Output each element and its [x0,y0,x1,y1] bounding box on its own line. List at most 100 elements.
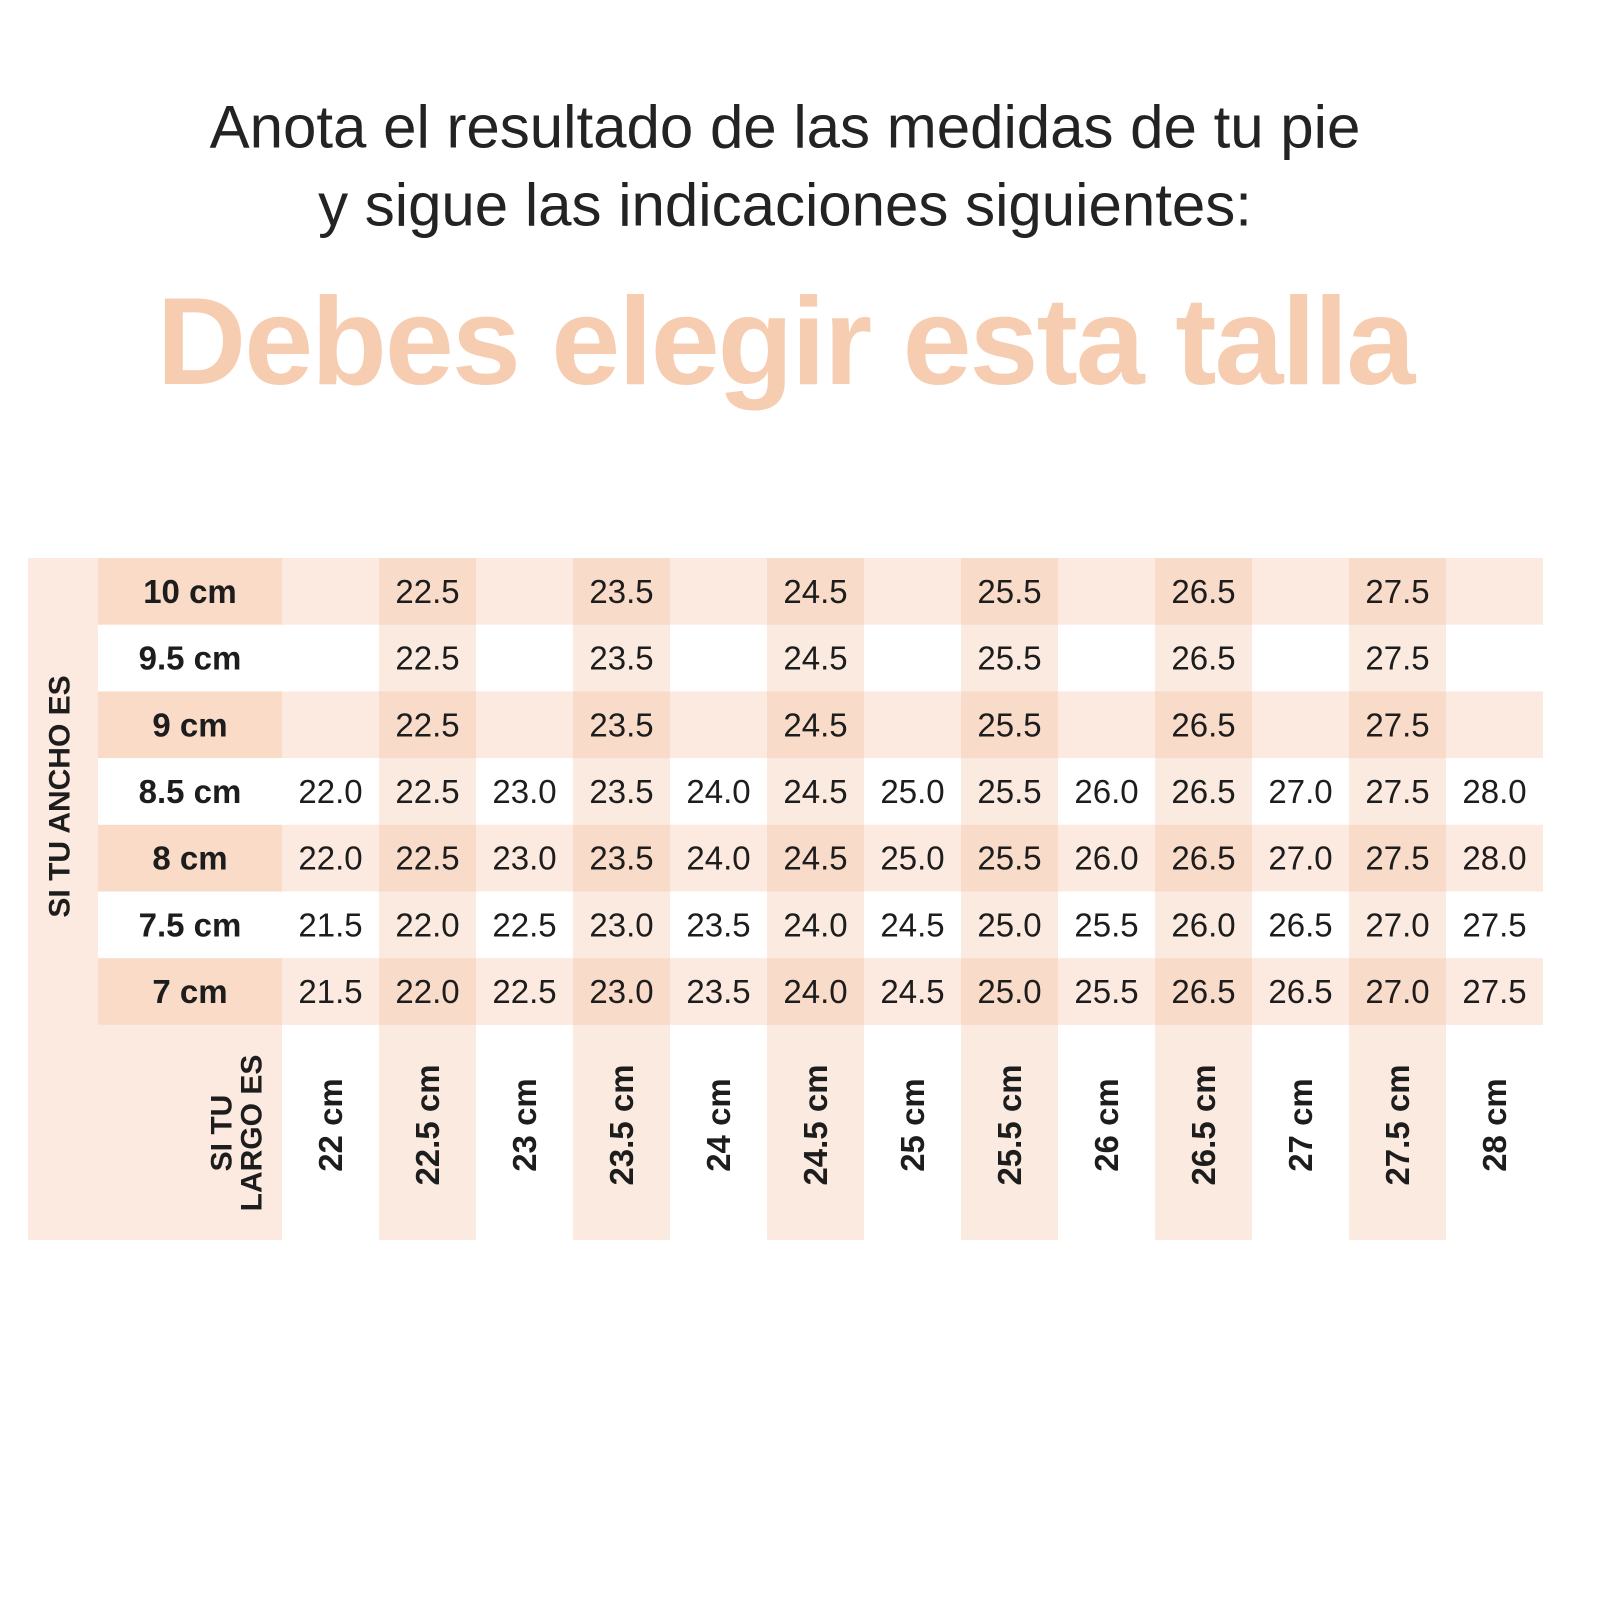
column-label: 22 cm [312,1078,349,1172]
row-label-band [98,824,282,892]
row-band [282,958,1543,1025]
column-label: 23.5 cm [603,1064,640,1185]
row-band [282,691,1543,759]
size-cell: 22.0 [298,773,362,810]
size-cell: 27.5 [1462,906,1526,943]
size-cell: 27.5 [1365,773,1429,810]
column-band [767,558,864,1240]
size-cell: 23.5 [686,906,750,943]
size-cell: 22.0 [395,973,459,1010]
size-cell: 26.5 [1268,906,1332,943]
size-cell: 23.0 [492,773,556,810]
column-label: 24.5 cm [797,1064,834,1185]
column-band [961,558,1058,1240]
size-cell: 23.5 [589,640,653,677]
size-cell: 26.5 [1171,573,1235,610]
size-cell: 24.5 [880,906,944,943]
size-cell: 26.5 [1171,706,1235,743]
column-band [379,558,476,1240]
size-cell: 22.5 [395,706,459,743]
row-label: 9.5 cm [139,640,242,677]
title: Debes elegir esta talla [157,273,1417,411]
size-cell: 21.5 [298,906,362,943]
size-cell: 24.0 [783,973,847,1010]
row-label: 8.5 cm [139,773,242,810]
intro-line: Anota el resultado de las medidas de tu … [210,94,1361,161]
column-label: 28 cm [1476,1078,1513,1172]
size-cell: 26.0 [1074,773,1138,810]
size-cell: 23.5 [589,840,653,877]
size-cell: 25.0 [977,973,1041,1010]
column-label: 27 cm [1282,1078,1319,1172]
row-label-band [98,691,282,759]
size-cell: 22.5 [395,840,459,877]
length-axis-label: LARGO ES [236,1055,269,1212]
size-cell: 25.5 [977,706,1041,743]
size-cell: 27.0 [1365,906,1429,943]
column-label: 22.5 cm [409,1064,446,1185]
row-label-band [98,558,282,625]
size-cell: 28.0 [1462,840,1526,877]
size-cell: 22.5 [492,906,556,943]
size-cell: 24.0 [783,906,847,943]
column-label: 24 cm [700,1078,737,1172]
size-cell: 23.0 [492,840,556,877]
size-cell: 23.0 [589,906,653,943]
size-cell: 23.5 [589,573,653,610]
size-cell: 25.5 [1074,906,1138,943]
size-cell: 24.5 [880,973,944,1010]
size-cell: 25.5 [977,840,1041,877]
column-label: 23 cm [506,1078,543,1172]
size-cell: 22.5 [395,773,459,810]
width-axis-label: SI TU ANCHO ES [44,675,77,917]
size-cell: 27.0 [1268,773,1332,810]
column-band [1349,558,1446,1240]
row-band [282,558,1543,625]
size-cell: 27.5 [1365,573,1429,610]
corner-band [98,1024,282,1240]
size-cell: 24.5 [783,573,847,610]
size-cell: 22.5 [395,640,459,677]
size-cell: 27.5 [1365,840,1429,877]
size-cell: 26.0 [1171,906,1235,943]
row-band [282,824,1543,892]
column-band [573,558,670,1240]
column-label: 26 cm [1088,1078,1125,1172]
size-cell: 22.5 [492,973,556,1010]
column-band [1155,558,1252,1240]
size-cell: 24.0 [686,840,750,877]
size-cell: 23.5 [589,773,653,810]
size-cell: 24.5 [783,840,847,877]
size-cell: 24.5 [783,706,847,743]
row-label: 7 cm [152,973,227,1010]
length-axis-label: SI TU [206,1095,239,1172]
size-cell: 26.5 [1171,840,1235,877]
size-cell: 25.0 [880,773,944,810]
size-cell: 26.5 [1171,640,1235,677]
row-label: 9 cm [152,706,227,743]
size-cell: 25.5 [977,773,1041,810]
size-cell: 25.5 [977,573,1041,610]
row-label-band [98,958,282,1025]
size-cell: 26.5 [1171,973,1235,1010]
size-cell: 24.0 [686,773,750,810]
row-label: 7.5 cm [139,906,242,943]
size-cell: 23.5 [686,973,750,1010]
column-label: 26.5 cm [1185,1064,1222,1185]
column-label: 27.5 cm [1379,1064,1416,1185]
size-cell: 23.0 [589,973,653,1010]
size-cell: 22.0 [298,840,362,877]
size-cell: 27.5 [1365,706,1429,743]
size-cell: 26.5 [1268,973,1332,1010]
size-cell: 26.0 [1074,840,1138,877]
row-label: 8 cm [152,840,227,877]
size-cell: 27.0 [1268,840,1332,877]
column-label: 25 cm [894,1078,931,1172]
size-cell: 27.0 [1365,973,1429,1010]
column-label: 25.5 cm [991,1064,1028,1185]
size-cell: 22.0 [395,906,459,943]
size-cell: 23.5 [589,706,653,743]
size-cell: 25.0 [880,840,944,877]
